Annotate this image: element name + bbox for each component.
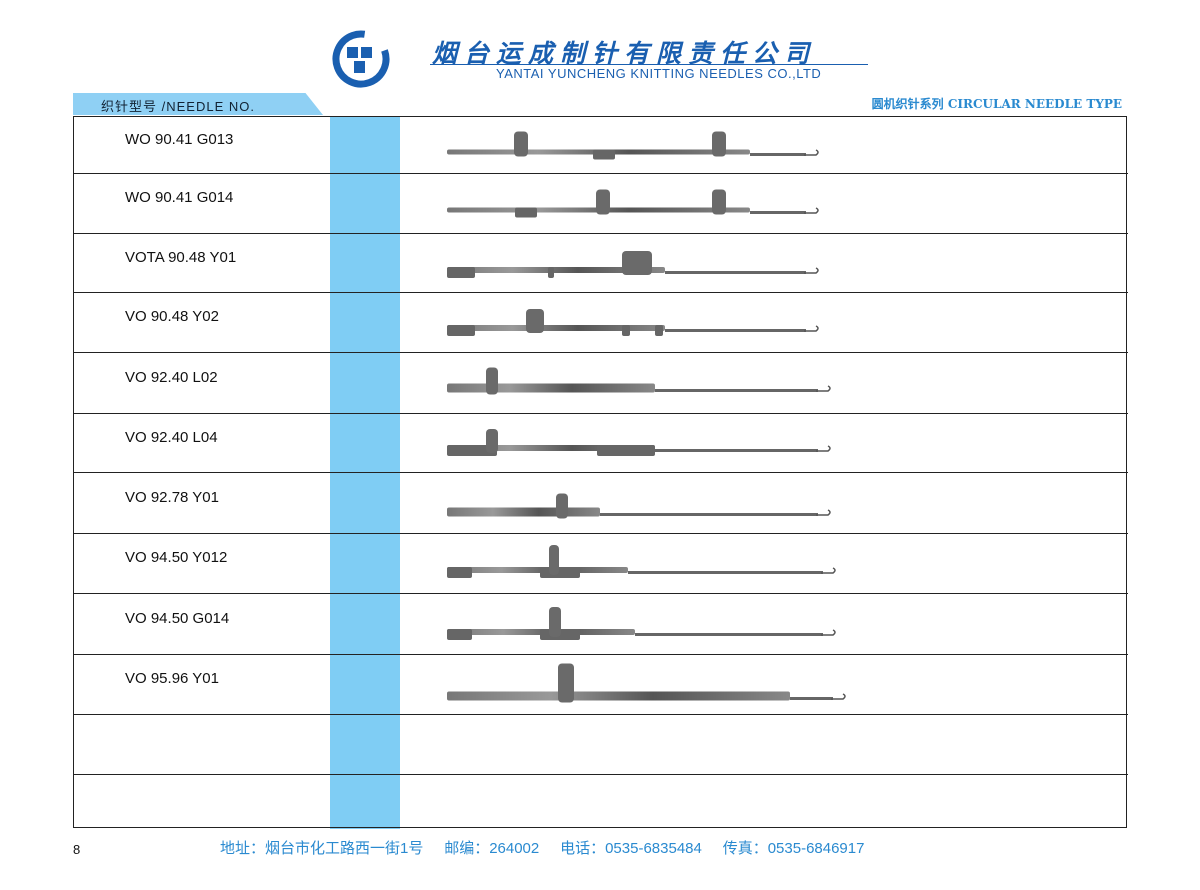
fax: 传真：0535-6846917 [722,840,865,857]
needle-hook [804,149,819,156]
row-divider [73,714,1128,715]
needle-stem [628,571,823,574]
title-underline [430,64,868,65]
needle-bump [447,629,472,640]
needle-butt [549,607,561,637]
needle-hook [831,693,846,700]
needle-bump [447,325,475,336]
row-divider [73,173,1128,174]
row-divider [73,774,1128,775]
needle-hook [816,385,831,392]
needle-bump [622,325,630,336]
company-logo [332,30,390,88]
needle-stem [665,329,806,332]
needle-model: VOTA 90.48 Y01 [125,248,237,266]
needle-butt [486,367,498,395]
needle-body [447,383,655,393]
needle-bump [447,445,497,456]
needle-body [447,567,628,573]
needle-butt [486,429,498,453]
row-divider [73,533,1128,534]
needle-butt [549,545,559,575]
row-divider [73,472,1128,473]
needle-bump [655,325,663,336]
needle-model: VO 90.48 Y02 [125,308,219,325]
needle-bump [540,567,580,578]
needle-butt [526,309,544,333]
row-divider [73,233,1128,234]
needle-model: VO 94.50 G014 [125,609,230,627]
needle-stem [635,633,823,636]
footer-contact: 地址：烟台市化工路西一街1号 邮编：264002 电话：0535-6835484… [220,837,864,858]
needle-model: WO 90.41 G014 [125,189,234,206]
needle-body [447,325,665,331]
needle-bump [515,207,537,218]
row-divider [73,654,1128,655]
needle-bump [597,445,655,456]
needle-stem [655,389,818,392]
row-divider [73,292,1128,293]
needle-hook [821,567,836,574]
needle-stem [655,449,818,452]
needle-model: VO 95.96 Y01 [125,670,219,687]
needle-hook [816,445,831,452]
needle-hook [804,267,819,274]
needle-stem [790,697,833,700]
needle-hook [804,325,819,332]
needle-body [447,507,600,517]
needle-butt [556,493,568,519]
needle-body [447,267,665,273]
series-label: 圆机织针系列 CIRCULAR NEEDLE TYPE [871,97,1122,111]
needle-butt [558,663,574,703]
needle-hook [816,509,831,516]
needle-model: VO 92.78 Y01 [125,488,219,506]
needle-hook [804,207,819,214]
row-divider [73,352,1128,353]
needle-stem [750,153,806,156]
phone: 电话：0535-6835484 [560,840,702,857]
needle-stem [600,513,818,516]
needle-model: VO 92.40 L02 [125,368,218,386]
needle-stem [750,211,806,214]
page-number: 8 [73,842,81,857]
company-name-en: YANTAI YUNCHENG KNITTING NEEDLES CO.,LTD [496,66,822,81]
needle-stem [665,271,806,274]
needle-bump [548,267,554,278]
needle-model: WO 90.41 G013 [125,130,234,148]
needle-body [447,691,790,701]
needle-hook [821,629,836,636]
needle-butt [596,189,610,215]
postcode: 邮编：264002 [444,840,540,857]
needle-bump [447,567,472,578]
row-divider [73,593,1128,594]
needle-bump [447,267,475,278]
needle-butt [622,251,652,275]
needle-model: VO 94.50 Y012 [125,549,228,566]
needle-butt [712,189,726,215]
needle-no-label: 织针型号 /NEEDLE NO. [101,99,255,114]
company-name-cn: 烟台运成制针有限责任公司 [432,39,817,68]
needle-butt [514,131,528,157]
needle-no-tab: 织针型号 /NEEDLE NO. [73,93,323,115]
needle-model: VO 92.40 L04 [125,428,218,446]
row-divider [73,413,1128,414]
needle-butt [712,131,726,157]
address: 地址：烟台市化工路西一街1号 [220,840,424,857]
needle-bump [593,149,615,160]
